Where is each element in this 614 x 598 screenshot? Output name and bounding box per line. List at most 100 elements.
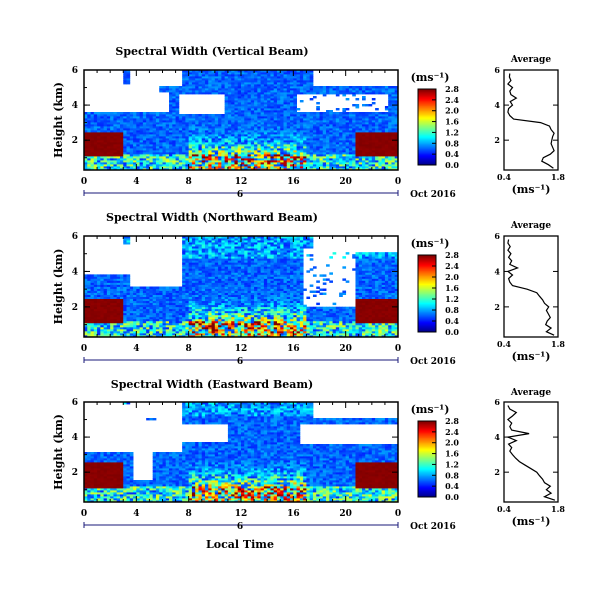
heatmap-cell — [155, 314, 160, 318]
heatmap-cell — [342, 160, 347, 163]
heatmap-cell — [224, 104, 229, 107]
heatmap-cell — [247, 122, 252, 125]
heatmap-cell — [175, 162, 180, 165]
heatmap-cell — [339, 158, 343, 161]
heatmap-cell — [355, 136, 360, 139]
heatmap-cell — [211, 162, 216, 165]
heatmap-cell — [234, 138, 239, 141]
heatmap-cell — [165, 138, 170, 141]
heatmap-cell — [293, 96, 297, 99]
heatmap-cell — [241, 152, 245, 155]
heatmap-cell — [191, 72, 196, 75]
heatmap-cell — [250, 112, 255, 115]
heatmap-cell — [129, 314, 134, 318]
heatmap-cell — [169, 286, 173, 289]
heatmap-cell — [293, 146, 297, 149]
heatmap-cell — [90, 146, 95, 149]
heatmap-cell — [106, 158, 111, 161]
heatmap-cell — [231, 160, 235, 163]
heatmap-cell — [126, 80, 131, 83]
heatmap-cell — [316, 148, 320, 151]
heatmap-cell — [136, 164, 140, 167]
heatmap-cell — [175, 116, 180, 119]
heatmap-cell — [303, 132, 307, 135]
heatmap-cell — [309, 160, 314, 163]
heatmap-cell — [378, 92, 383, 95]
heatmap-cell — [146, 158, 150, 161]
heatmap-cell — [270, 102, 275, 105]
heatmap-cell — [280, 112, 284, 115]
heatmap-cell — [97, 134, 101, 137]
heatmap-cell — [378, 126, 383, 129]
heatmap-cell — [267, 134, 271, 137]
heatmap-cell — [113, 120, 118, 123]
heatmap-cell — [280, 98, 284, 101]
heatmap-cell — [283, 128, 288, 131]
heatmap-cell — [283, 114, 288, 117]
heatmap-cell — [205, 154, 209, 157]
heatmap-cell — [87, 322, 91, 326]
heatmap-cell — [133, 300, 137, 304]
heatmap-cell — [178, 144, 183, 147]
heatmap-cell — [188, 324, 193, 328]
heatmap-cell — [257, 108, 262, 111]
heatmap-cell — [155, 300, 160, 304]
heatmap-cell — [283, 130, 288, 133]
heatmap-cell — [316, 164, 320, 167]
heatmap-cell — [188, 136, 193, 139]
heatmap-cell — [391, 140, 396, 143]
heatmap-cell — [247, 132, 252, 135]
heatmap-cell — [178, 308, 183, 312]
heatmap-cell — [358, 112, 363, 115]
heatmap-cell — [254, 94, 258, 97]
heatmap-cell — [218, 82, 222, 85]
heatmap-cell — [195, 72, 199, 75]
heatmap-cell — [368, 118, 373, 121]
heatmap-cell — [270, 110, 275, 113]
heatmap-cell — [103, 296, 108, 300]
heatmap-cell — [358, 128, 363, 131]
heatmap-cell — [90, 286, 95, 289]
y-tick-label: 4 — [72, 101, 78, 111]
heatmap-cell — [172, 88, 176, 91]
heatmap-cell — [247, 94, 252, 97]
heatmap-cell — [231, 98, 235, 101]
heatmap-cell — [322, 150, 327, 153]
heatmap-cell — [273, 112, 278, 115]
heatmap-cell — [221, 164, 226, 167]
heatmap-cell — [191, 142, 196, 145]
heatmap-cell — [234, 134, 239, 137]
heatmap-cell — [149, 140, 154, 143]
heatmap-cell — [309, 128, 314, 131]
heatmap-cell — [205, 84, 209, 87]
heatmap-cell — [175, 130, 180, 133]
heatmap-cell — [165, 288, 170, 291]
heatmap-cell — [133, 308, 137, 312]
heatmap-cell — [136, 302, 140, 306]
heatmap-cell — [342, 126, 347, 129]
colorbar-segment — [418, 123, 436, 125]
heatmap-cell — [267, 148, 271, 151]
colorbar-tick-label: 2.0 — [445, 106, 459, 116]
heatmap-cell — [299, 136, 304, 139]
heatmap-cell — [355, 146, 360, 149]
heatmap-cell — [335, 126, 340, 129]
heatmap-cell — [273, 78, 278, 81]
heatmap-cell — [244, 128, 248, 131]
heatmap-cell — [290, 118, 294, 121]
heatmap-cell — [159, 166, 163, 169]
heatmap-cell — [378, 168, 383, 171]
heatmap-cell — [276, 108, 281, 111]
heatmap-cell — [201, 160, 206, 163]
heatmap-cell — [97, 314, 101, 318]
heatmap-cell — [352, 150, 356, 153]
heatmap-cell — [358, 120, 363, 123]
heatmap-cell — [270, 162, 275, 165]
heatmap-cell — [290, 168, 294, 171]
heatmap-cell — [211, 82, 216, 85]
heatmap-cell — [169, 160, 173, 163]
heatmap-cell — [293, 116, 297, 119]
heatmap-cell — [188, 290, 193, 293]
heatmap-cell — [123, 242, 127, 245]
